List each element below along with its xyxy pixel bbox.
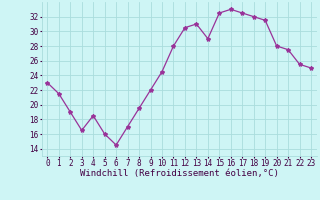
- X-axis label: Windchill (Refroidissement éolien,°C): Windchill (Refroidissement éolien,°C): [80, 169, 279, 178]
